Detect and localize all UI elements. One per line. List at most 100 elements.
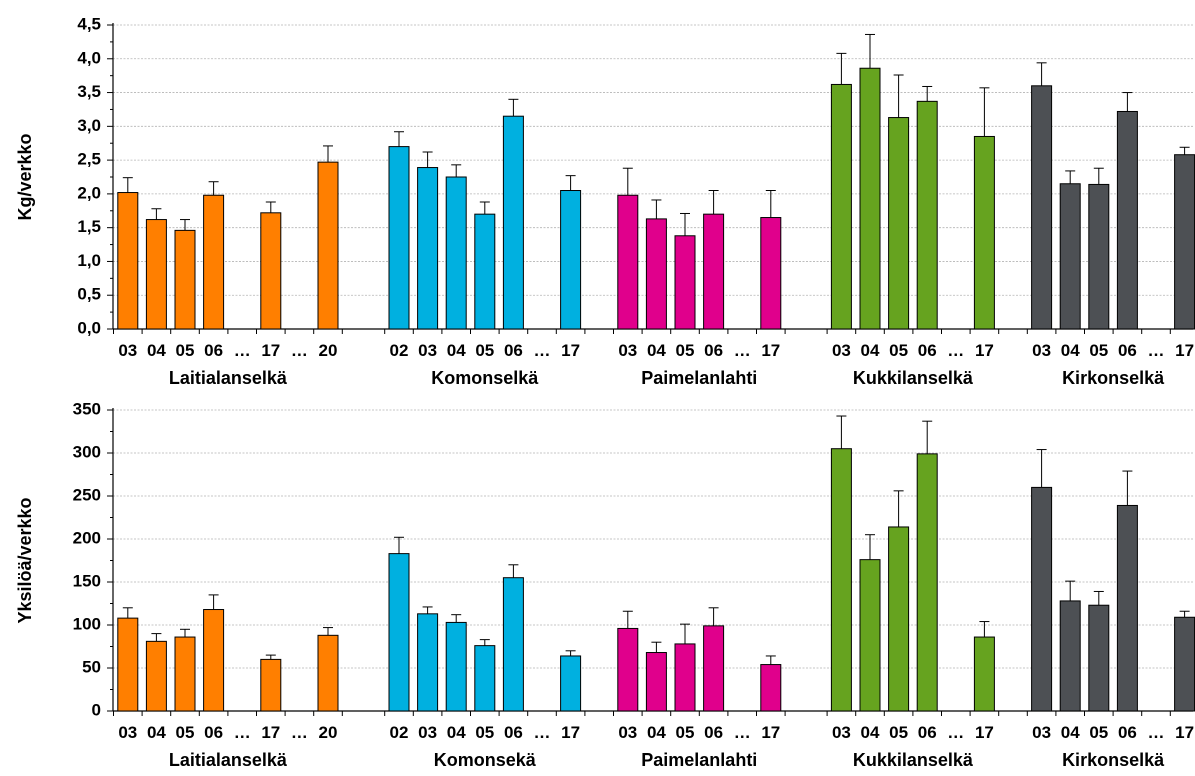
x-tick-label: … xyxy=(534,723,551,742)
x-tick-label: 06 xyxy=(1118,341,1137,360)
y-tick-label: 3,0 xyxy=(77,116,101,135)
x-tick-label: 05 xyxy=(475,341,494,360)
x-tick-label: 20 xyxy=(319,723,338,742)
x-tick-label: 17 xyxy=(761,341,780,360)
x-tick-label: 17 xyxy=(975,341,994,360)
y-tick-label: 0 xyxy=(92,700,101,719)
y-tick-label: 2,5 xyxy=(77,150,101,169)
x-tick-label: 04 xyxy=(861,723,880,742)
y-axis-label: Kg/verkko xyxy=(15,133,35,220)
bar xyxy=(145,219,167,330)
x-tick-label: 17 xyxy=(1175,723,1194,742)
x-tick-label: … xyxy=(1148,341,1165,360)
bar xyxy=(1174,154,1195,330)
x-tick-label: 06 xyxy=(204,723,223,742)
x-tick-label: 17 xyxy=(975,723,994,742)
bar xyxy=(260,658,282,712)
bar xyxy=(1059,600,1081,712)
x-tick-label: 05 xyxy=(676,341,695,360)
bar xyxy=(973,636,995,712)
bar xyxy=(1031,85,1053,330)
bar xyxy=(317,161,339,330)
y-tick-label: 4,0 xyxy=(77,48,101,67)
bar xyxy=(1116,110,1138,330)
bar xyxy=(760,217,782,330)
x-tick-label: … xyxy=(734,723,751,742)
bar xyxy=(703,625,725,712)
x-tick-label: 17 xyxy=(561,723,580,742)
group-label: Kukkilanselkä xyxy=(853,368,974,388)
y-tick-label: 100 xyxy=(73,614,101,633)
x-tick-label: … xyxy=(291,723,308,742)
y-tick-label: 300 xyxy=(73,442,101,461)
y-tick-label: 350 xyxy=(73,399,101,418)
x-tick-label: 03 xyxy=(118,341,137,360)
bar xyxy=(445,176,467,330)
bar xyxy=(502,577,524,712)
bar xyxy=(388,553,410,712)
bar xyxy=(830,448,852,712)
y-tick-label: 1,0 xyxy=(77,251,101,270)
x-tick-label: … xyxy=(947,341,964,360)
y-axis-label: Yksilöä/verkko xyxy=(15,497,35,623)
x-tick-label: 05 xyxy=(889,723,908,742)
x-tick-label: 04 xyxy=(1061,723,1080,742)
y-tick-label: 200 xyxy=(73,528,101,547)
x-tick-label: 04 xyxy=(447,723,466,742)
bar xyxy=(474,213,496,330)
x-tick-label: 17 xyxy=(1175,341,1194,360)
x-tick-label: 05 xyxy=(176,341,195,360)
bar xyxy=(1031,486,1053,712)
x-tick-label: 05 xyxy=(1089,341,1108,360)
x-tick-label: 03 xyxy=(1032,341,1051,360)
x-tick-label: 06 xyxy=(504,723,523,742)
x-tick-label: 03 xyxy=(618,723,637,742)
bar xyxy=(645,652,667,712)
bar xyxy=(417,613,439,712)
bar xyxy=(1174,616,1195,712)
bar xyxy=(560,655,582,712)
y-tick-label: 150 xyxy=(73,571,101,590)
group-label: Kukkilanselkä xyxy=(853,750,974,770)
bar xyxy=(859,67,881,330)
bar xyxy=(388,146,410,330)
bar xyxy=(174,636,196,712)
x-tick-label: 03 xyxy=(832,341,851,360)
bar xyxy=(888,117,910,330)
bar xyxy=(203,609,225,712)
x-tick-label: 05 xyxy=(176,723,195,742)
group-label: Paimelanlahti xyxy=(641,368,757,388)
bar xyxy=(445,621,467,712)
bar xyxy=(703,213,725,330)
bar xyxy=(117,617,139,712)
x-tick-label: 17 xyxy=(761,723,780,742)
y-tick-label: 4,5 xyxy=(77,14,101,33)
x-tick-label: 17 xyxy=(561,341,580,360)
x-tick-label: 03 xyxy=(1032,723,1051,742)
bar xyxy=(1088,604,1110,712)
x-tick-label: 03 xyxy=(418,341,437,360)
group-label: Kirkonselkä xyxy=(1062,368,1165,388)
bar xyxy=(645,218,667,330)
bar xyxy=(973,135,995,330)
x-tick-label: 17 xyxy=(261,341,280,360)
x-tick-label: … xyxy=(947,723,964,742)
x-tick-label: … xyxy=(234,723,251,742)
x-tick-label: 04 xyxy=(147,341,166,360)
x-tick-label: 03 xyxy=(418,723,437,742)
bar xyxy=(203,194,225,330)
group-label: Komonselkä xyxy=(431,368,539,388)
group-label: Laitialanselkä xyxy=(169,368,288,388)
group-label: Komonsekä xyxy=(434,750,537,770)
y-tick-label: 3,5 xyxy=(77,82,101,101)
y-tick-label: 2,0 xyxy=(77,183,101,202)
x-tick-label: 05 xyxy=(475,723,494,742)
x-tick-label: 05 xyxy=(676,723,695,742)
bar xyxy=(317,634,339,712)
x-tick-label: 05 xyxy=(1089,723,1108,742)
group-label: Laitialanselkä xyxy=(169,750,288,770)
x-tick-label: 05 xyxy=(889,341,908,360)
x-tick-label: 04 xyxy=(861,341,880,360)
x-tick-label: … xyxy=(234,341,251,360)
